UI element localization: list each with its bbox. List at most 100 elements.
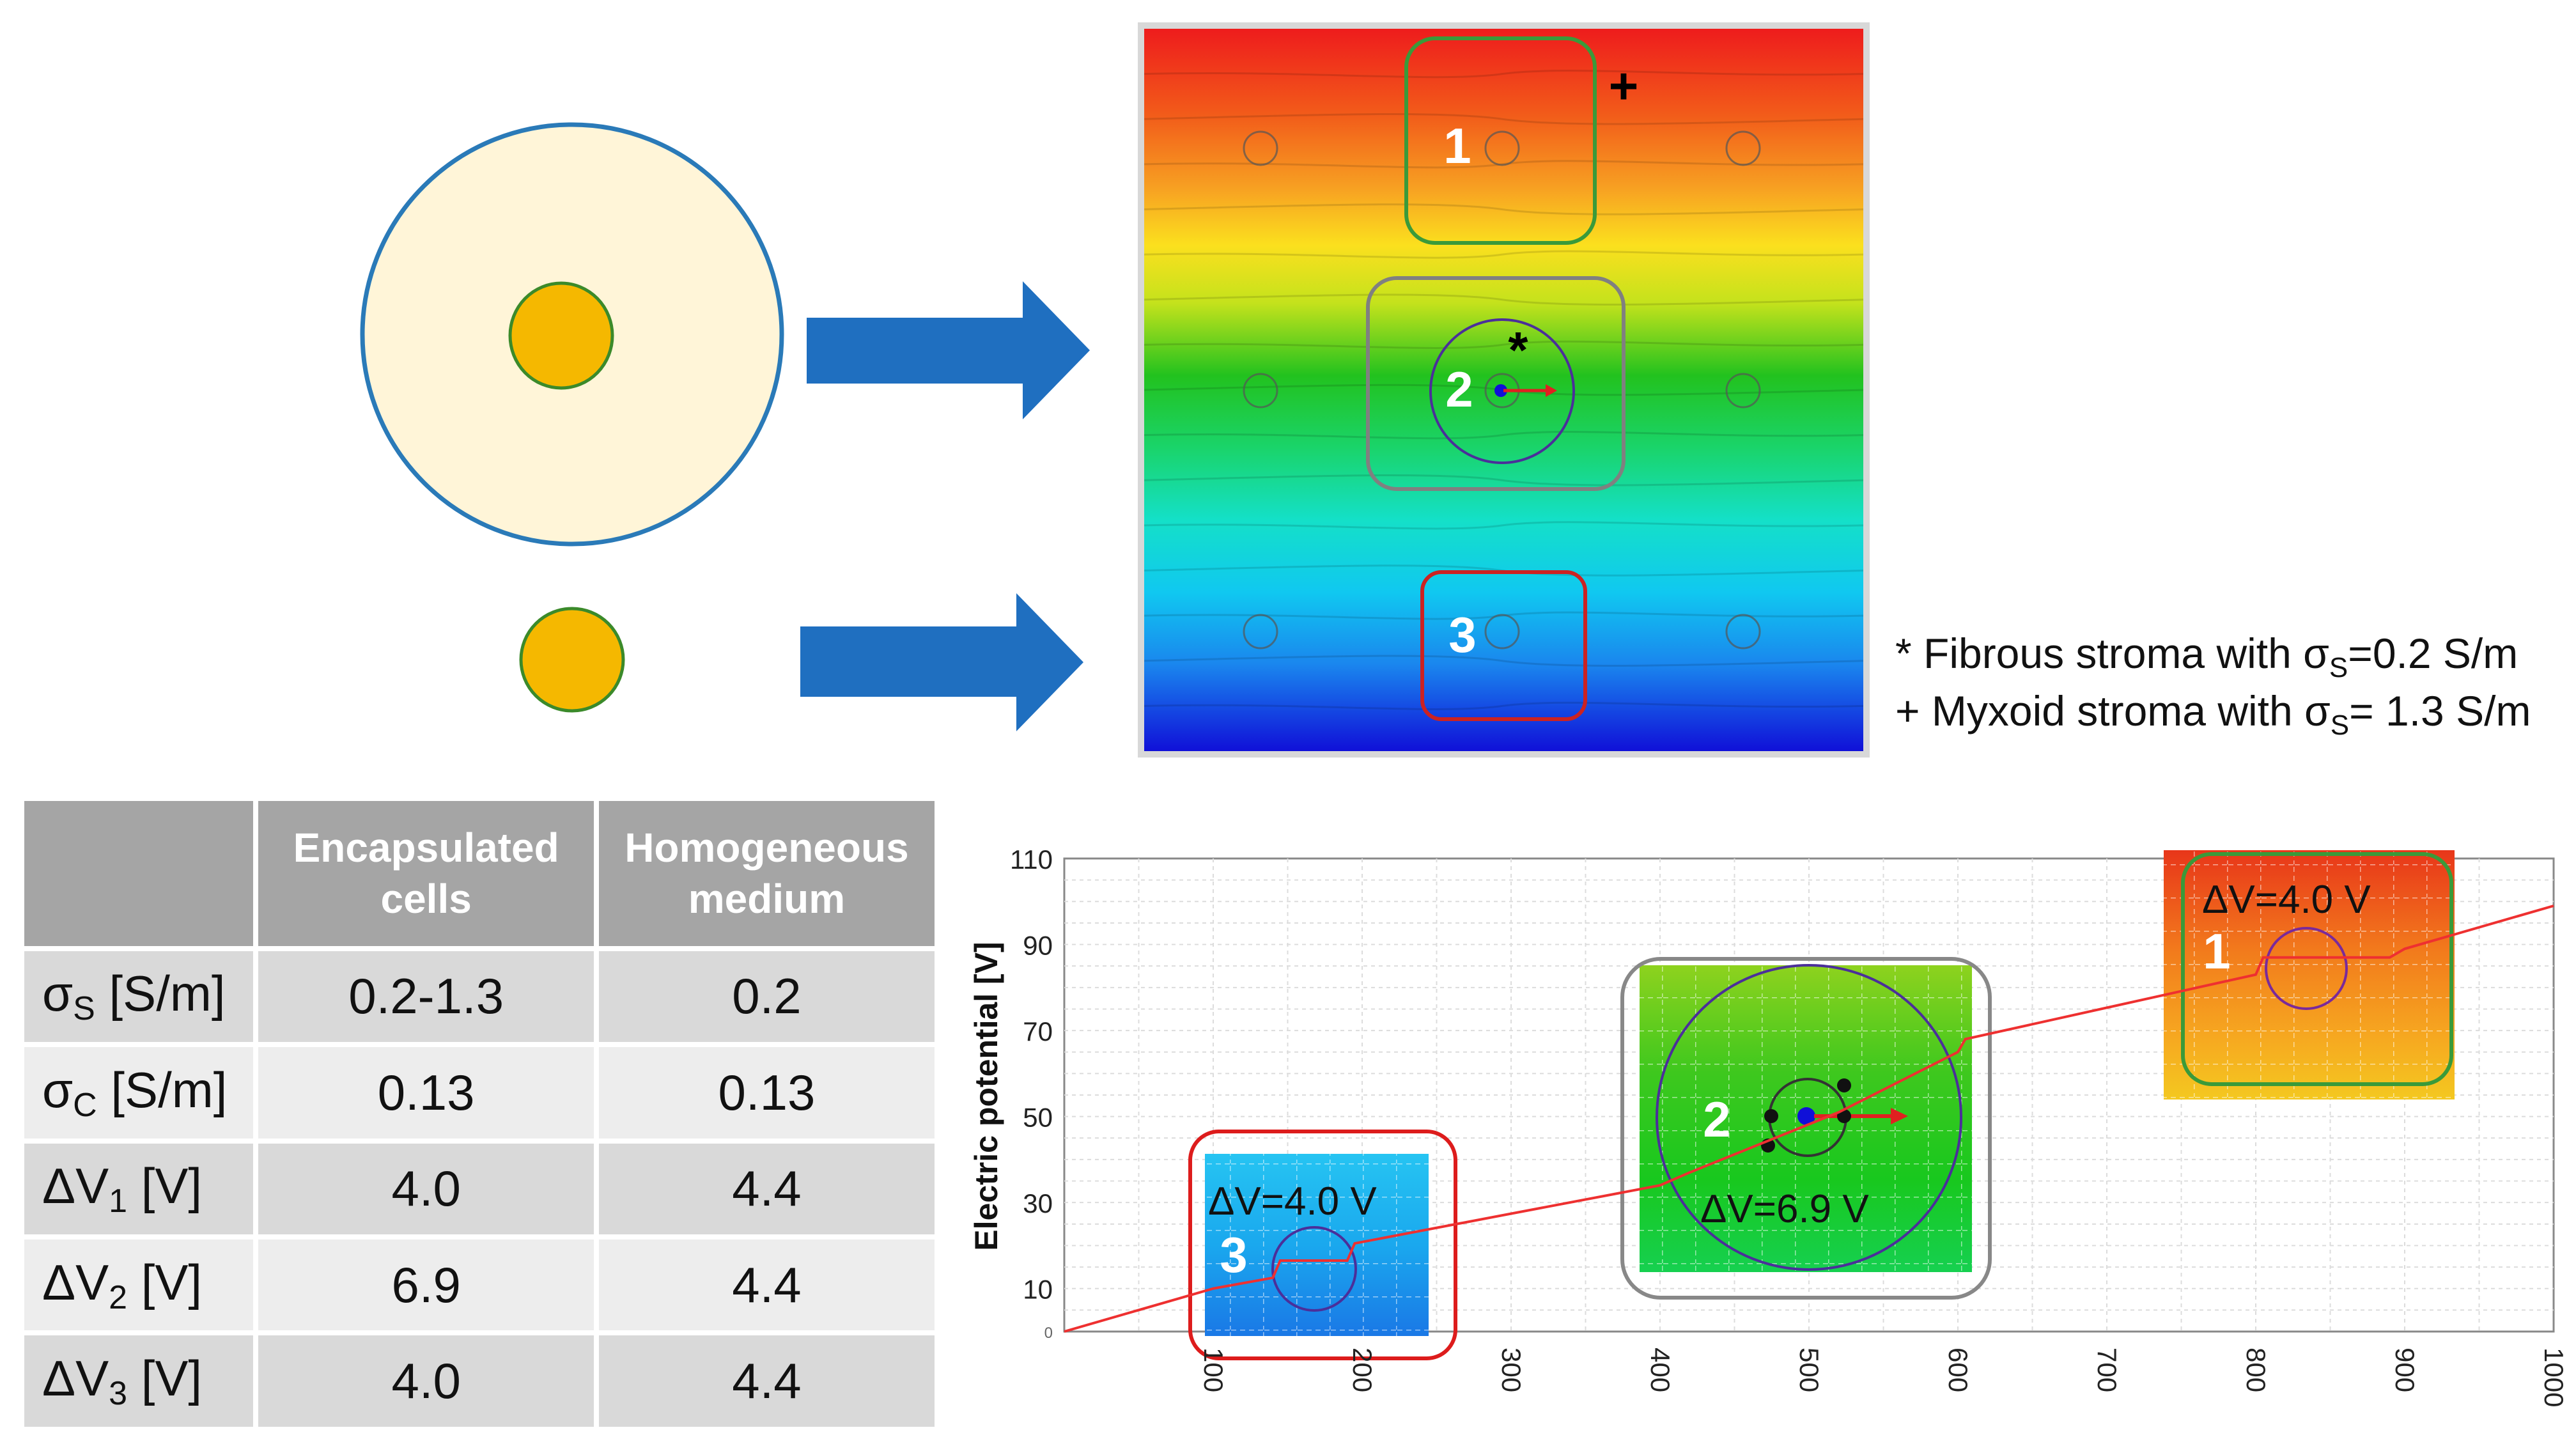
x-tick-label: 500 [1794,1348,1824,1392]
x-tick-label: 600 [1943,1348,1973,1392]
x-tick-label: 400 [1645,1348,1675,1392]
table-row: ΔV2 [V] 6.9 4.4 [19,1234,940,1336]
cell-homogeneous: 0.2 [593,945,940,1048]
cell-homogeneous: 0.13 [593,1042,940,1144]
inset-3-label: 3 [1220,1227,1247,1283]
cell-homogeneous: 4.4 [593,1138,940,1240]
field-map: 1 2 3 * + [1138,22,1870,758]
contour-line [1144,431,1864,440]
y-tick-labels: 10 30 50 70 90 110 0 [1010,844,1053,1342]
inset-1-label: 1 [2203,923,2230,979]
y-tick-label: 110 [1010,844,1053,874]
x-tick-label: 900 [2390,1348,2420,1392]
inset-1-capsule [2265,927,2348,1010]
box-1-label: 1 [1443,118,1471,174]
row-label: ΔV3 [V] [19,1330,259,1432]
contour-line [1144,113,1864,125]
cell-marker [1243,373,1278,408]
fibrous-marker: * [1508,322,1528,378]
y-tick-label-zero: 0 [1044,1325,1053,1342]
row-label: σC [S/m] [19,1042,259,1144]
cell-marker [1243,614,1278,649]
comparison-table: Encapsulated cells Homogeneous medium σS [… [19,796,940,1432]
arrow-lower [800,593,1083,731]
inset-2: ΔV=6.9 V 2 [1620,957,1992,1300]
field-vector-arrowhead [1546,384,1557,397]
legend-myxoid: + Myxoid stroma with σS= 1.3 S/m [1895,687,2531,741]
inset-3-capsule [1271,1226,1357,1312]
header-homogeneous: Homogeneous medium [593,796,940,951]
inset-1: ΔV=4.0 V 1 [2164,850,2455,1099]
x-tick-label: 100 [1199,1348,1229,1392]
probe-dot [1494,384,1507,397]
cell-marker [1725,130,1761,166]
box-3 [1420,570,1587,721]
table-row: σS [S/m] 0.2-1.3 0.2 [19,945,940,1048]
table-row: ΔV3 [V] 4.0 4.4 [19,1330,940,1432]
x-tick-label: 200 [1347,1348,1377,1392]
x-tick-label: 700 [2092,1348,2122,1392]
box-1 [1404,36,1597,245]
y-tick-label: 50 [1023,1103,1053,1133]
inset-2-probe [1797,1107,1815,1125]
cell-encapsulated: 4.0 [253,1138,599,1240]
x-tick-label: 800 [2241,1348,2271,1392]
encapsulated-cell-schematic [360,122,784,547]
cell-marker [1484,130,1520,166]
contour-line [1144,655,1864,667]
table-row: ΔV1 [V] 4.0 4.4 [19,1138,940,1240]
contour-line [1144,474,1864,486]
contour-line [1144,70,1864,79]
cell-homogeneous: 4.4 [593,1234,940,1336]
header-encapsulated: Encapsulated cells [253,796,599,951]
cell-encapsulated: 4.0 [253,1330,599,1432]
myxoid-marker: + [1609,58,1639,114]
contour-line [1144,701,1864,710]
inset-1-annotation: ΔV=4.0 V [2202,878,2371,922]
inset-2-frame [1620,957,1992,1300]
contour-line [1144,340,1864,349]
cell-homogeneous: 4.4 [593,1330,940,1432]
y-tick-label: 70 [1023,1016,1053,1046]
header-empty [19,796,259,951]
legend-fibrous: * Fibrous stroma with σS=0.2 S/m [1895,630,2518,683]
inset-1-frame [2181,852,2453,1086]
contour-line [1144,293,1864,306]
y-tick-label: 30 [1023,1188,1053,1218]
table-header-row: Encapsulated cells Homogeneous medium [19,796,940,951]
inset-3-frame [1188,1130,1457,1360]
inset-2-capsule [1656,964,1962,1271]
encapsulated-cell [508,281,614,390]
row-label: σS [S/m] [19,945,259,1048]
x-tick-label: 1000 [2539,1348,2569,1407]
contour-line [1144,521,1864,530]
box-2-label: 2 [1445,361,1473,417]
cell-marker [1725,614,1761,649]
potential-chart: ΔV=4.0 V 3 ΔV=6.9 V 2 ΔV=4.0 V 1 [968,844,2569,1407]
row-label: ΔV2 [V] [19,1234,259,1336]
inset-2-annotation: ΔV=6.9 V [1700,1187,1869,1231]
cell-encapsulated: 0.2-1.3 [253,945,599,1048]
contour-line [1144,250,1864,259]
potential-series-line [1064,905,2554,1333]
y-tick-label: 90 [1023,931,1053,961]
arrow-upper [807,281,1090,419]
inset-3-annotation: ΔV=4.0 V [1208,1179,1377,1224]
cell-marker [1243,130,1278,166]
y-axis-label: Electric potential [V] [968,942,1004,1250]
box-3-label: 3 [1448,607,1476,663]
row-label: ΔV1 [V] [19,1138,259,1240]
x-tick-labels: 100 200 300 400 500 600 700 800 900 1000 [1199,1348,2569,1407]
inset-2-label: 2 [1703,1091,1730,1147]
capsule-outline [1429,318,1575,464]
cell-marker [1484,614,1520,649]
y-tick-label: 10 [1023,1275,1053,1305]
box-2 [1366,276,1626,491]
contour-line [1144,203,1864,215]
x-tick-label: 300 [1496,1348,1526,1392]
single-cell [519,607,625,713]
table-row: σC [S/m] 0.13 0.13 [19,1042,940,1144]
inset-3: ΔV=4.0 V 3 [1188,1130,1457,1360]
cell-marker [1725,373,1761,408]
